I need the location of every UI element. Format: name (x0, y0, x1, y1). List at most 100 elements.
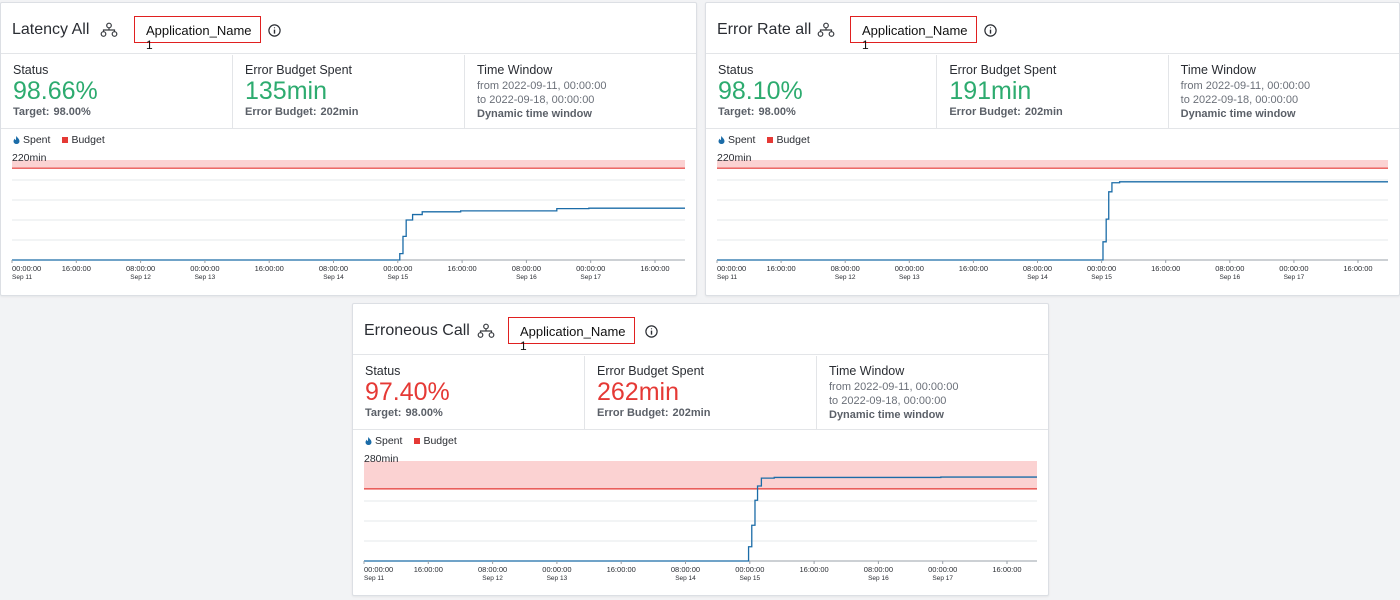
x-tick-time: 00:00:00 (364, 565, 393, 574)
x-tick-date: Sep 14 (1027, 274, 1048, 281)
application-count: 1 (146, 38, 153, 52)
application-count: 1 (862, 38, 869, 52)
legend-budget[interactable]: Budget (767, 134, 810, 146)
info-icon[interactable] (268, 24, 281, 37)
status-stat: Status 97.40% Target: 98.00% (353, 356, 585, 429)
time-window-from: from 2022-09-11, 00:00:00 (477, 80, 607, 92)
target-value: 98.00% (53, 106, 91, 118)
time-window-to: to 2022-09-18, 00:00:00 (1180, 94, 1299, 106)
hierarchy-icon[interactable] (817, 22, 835, 38)
time-window-from: from 2022-09-11, 00:00:00 (1180, 80, 1311, 92)
x-tick-time: 00:00:00 (542, 565, 571, 574)
target-label: Target: (13, 106, 50, 118)
x-tick-time: 00:00:00 (576, 264, 605, 273)
x-tick-time: 00:00:00 (895, 264, 924, 273)
budget-spent-label: Error Budget Spent (949, 63, 1057, 77)
budget-swatch (414, 438, 421, 444)
burn-chart: 00:00:00 Sep 11 16:00:00 08:00:00 Sep 12 00:0… (1, 130, 696, 290)
budget-swatch (767, 137, 774, 143)
legend-budget-label: Budget (423, 435, 457, 447)
hierarchy-icon[interactable] (477, 323, 495, 339)
info-icon[interactable] (645, 325, 658, 338)
error-budget-value: 202min (672, 407, 711, 419)
x-tick-date: Sep 16 (516, 274, 537, 281)
x-tick-date: Sep 13 (899, 274, 920, 281)
legend-budget-label: Budget (71, 134, 105, 146)
budget-spent-value: 262min (597, 378, 679, 406)
budget-spent-value: 191min (949, 77, 1032, 105)
x-tick-time: 00:00:00 (928, 565, 957, 574)
x-tick-date: Sep 11 (364, 575, 385, 582)
budget-spent-value: 135min (245, 77, 327, 105)
legend-spent-label: Spent (23, 134, 51, 146)
legend-budget-label: Budget (776, 134, 810, 146)
y-max-label: 280min (364, 453, 399, 465)
status-value: 97.40% (365, 378, 450, 406)
time-window-to: to 2022-09-18, 00:00:00 (829, 395, 947, 407)
burn-chart: 00:00:00 Sep 11 16:00:00 08:00:00 Sep 12 00:0… (353, 431, 1048, 591)
hierarchy-icon[interactable] (100, 22, 118, 38)
spent-line (364, 476, 1037, 562)
legend-spent[interactable]: Spent (365, 435, 402, 447)
card-header: Error Rate all Application_Name 1 (706, 3, 1399, 54)
application-name-filter[interactable]: Application_Name (850, 16, 977, 43)
x-tick-time: 16:00:00 (255, 264, 284, 273)
legend-spent[interactable]: Spent (718, 134, 755, 146)
spent-line (12, 207, 685, 261)
spent-line (717, 181, 1388, 261)
legend-spent-label: Spent (728, 134, 756, 146)
x-tick-time: 16:00:00 (62, 264, 91, 273)
time-window-stat: Time Window from 2022-09-11, 00:00:00 to… (1169, 55, 1399, 128)
x-tick-time: 16:00:00 (992, 565, 1021, 574)
stats-row: Status 98.10% Target: 98.00% Error Budget… (706, 55, 1399, 129)
x-tick-time: 08:00:00 (126, 264, 155, 273)
info-icon[interactable] (984, 24, 997, 37)
time-window-type: Dynamic time window (1180, 108, 1296, 120)
application-name-filter[interactable]: Application_Name (134, 16, 261, 43)
time-window-type: Dynamic time window (829, 409, 944, 421)
application-name-filter[interactable]: Application_Name (508, 317, 635, 344)
y-max-label: 220min (717, 152, 752, 164)
x-tick-date: Sep 16 (868, 575, 889, 582)
budget-spent-stat: Error Budget Spent 135min Error Budget: 2… (233, 55, 465, 128)
card-title: Error Rate all (717, 21, 812, 38)
budget-band (12, 160, 685, 169)
x-tick-date: Sep 12 (482, 575, 503, 582)
x-tick-date: Sep 16 (1219, 274, 1240, 281)
legend-spent[interactable]: Spent (13, 134, 50, 146)
x-tick-date: Sep 15 (387, 274, 408, 281)
x-tick-time: 00:00:00 (735, 565, 764, 574)
error-budget-label: Error Budget: (245, 106, 317, 118)
legend-budget[interactable]: Budget (414, 435, 457, 447)
target-line: Target: 98.00% (718, 106, 924, 118)
x-tick-time: 16:00:00 (607, 565, 636, 574)
x-tick-time: 16:00:00 (1151, 264, 1180, 273)
error-budget-value: 202min (1024, 106, 1063, 118)
status-value: 98.10% (718, 77, 803, 105)
time-window-stat: Time Window from 2022-09-11, 00:00:00 to… (817, 356, 1048, 429)
flame-icon (718, 136, 725, 144)
x-tick-date: Sep 15 (1091, 274, 1112, 281)
card-header: Latency All Application_Name 1 (1, 3, 696, 54)
x-tick-time: 16:00:00 (1343, 264, 1372, 273)
x-tick-time: 08:00:00 (512, 264, 541, 273)
error-budget-label: Error Budget: (597, 407, 669, 419)
time-window-from: from 2022-09-11, 00:00:00 (829, 381, 959, 393)
status-value: 98.66% (13, 77, 98, 105)
legend-spent-label: Spent (375, 435, 403, 447)
y-max-label: 220min (12, 152, 47, 164)
legend-budget[interactable]: Budget (62, 134, 105, 146)
error-budget-label: Error Budget: (949, 106, 1021, 118)
x-tick-date: Sep 15 (739, 575, 760, 582)
flame-icon (365, 437, 372, 445)
x-tick-time: 00:00:00 (717, 264, 746, 273)
time-window-label: Time Window (1180, 63, 1256, 77)
slo-card-error-rate-all: Error Rate all Application_Name 1 Status… (705, 2, 1400, 296)
x-tick-time: 16:00:00 (447, 264, 476, 273)
x-tick-time: 08:00:00 (864, 565, 893, 574)
stats-row: Status 98.66% Target: 98.00% Error Budget… (1, 55, 696, 129)
stats-row: Status 97.40% Target: 98.00% Error Budget… (353, 356, 1048, 430)
time-window-to: to 2022-09-18, 00:00:00 (477, 94, 595, 106)
target-label: Target: (365, 407, 402, 419)
